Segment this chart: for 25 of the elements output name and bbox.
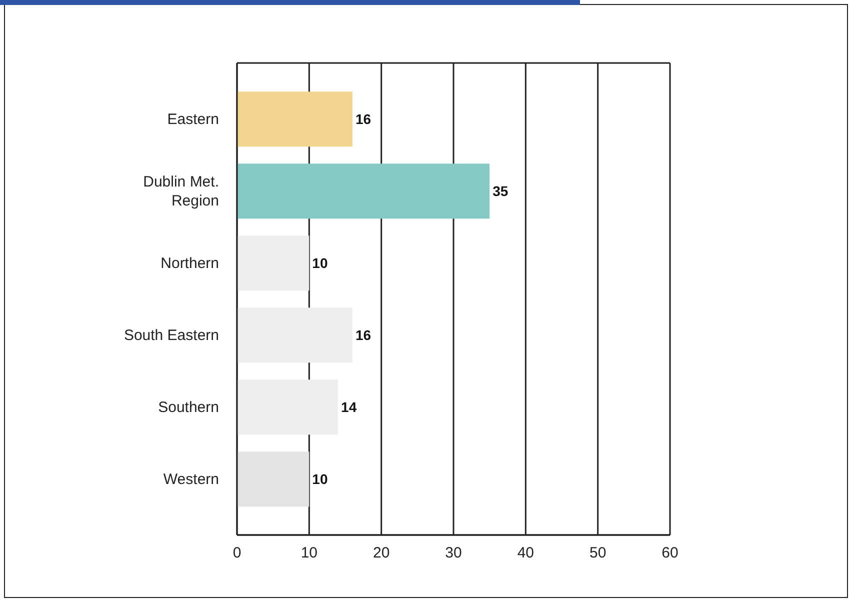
data-label: 35 [492,183,508,200]
data-label: 10 [312,471,328,488]
y-tick-label: Dublin Met. Region [143,173,219,209]
x-tick-label: 50 [589,544,606,562]
bar [237,92,352,147]
y-tick-label: Western [163,470,219,488]
data-label: 16 [355,327,372,344]
data-label: 14 [341,399,357,416]
data-label: 10 [312,255,328,272]
bar [237,452,310,507]
y-tick-label: South Eastern [124,326,219,344]
y-tick-label: Southern [158,398,219,416]
data-label: 16 [355,111,372,128]
x-tick-label: 60 [662,544,678,562]
x-tick-label: 20 [372,544,390,562]
x-tick-label: 30 [445,544,462,562]
x-tick-label: 0 [232,544,242,562]
y-tick-label: Eastern [167,110,219,128]
x-tick-label: 40 [517,544,534,562]
y-tick-label: Northern [160,254,219,272]
bar [237,308,352,363]
x-tick-label: 10 [300,544,318,562]
bar [237,236,310,291]
bar [237,380,338,435]
bar [237,164,490,219]
